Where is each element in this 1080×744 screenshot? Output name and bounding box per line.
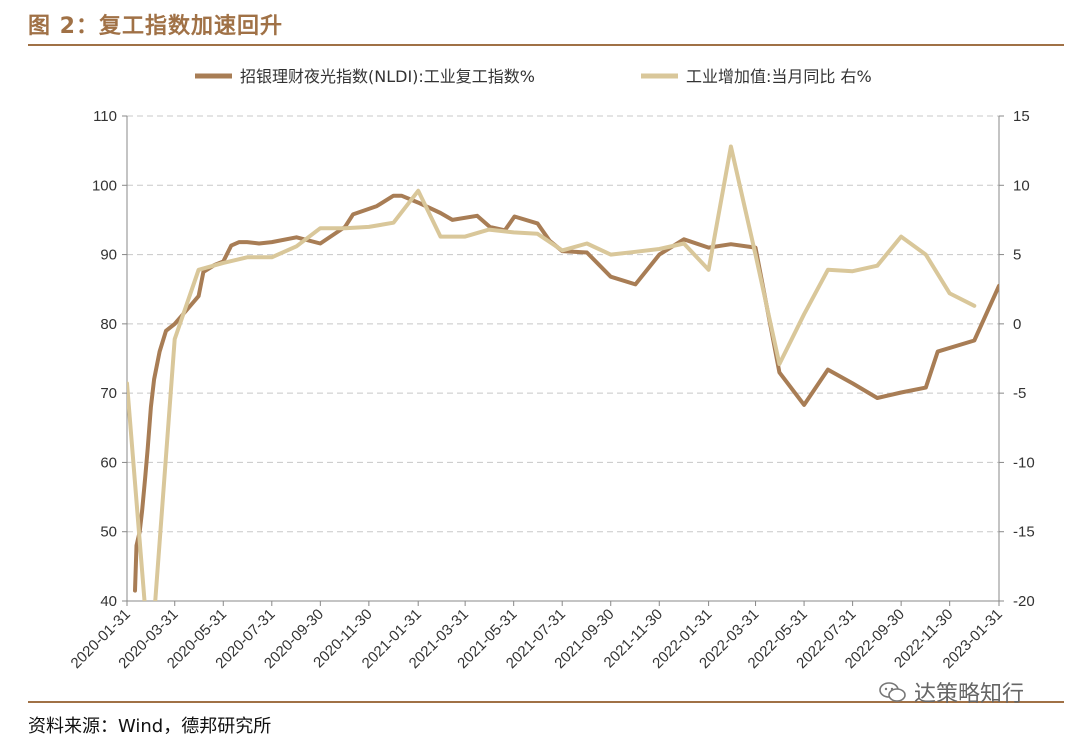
y-axis-right-labels: 15 10 5 0 -5 -10 -15 -20 <box>1013 108 1035 610</box>
y-axis-left-labels: 110 100 90 80 70 60 50 40 <box>92 108 117 610</box>
legend-label-nldi: 招银理财夜光指数(NLDI):工业复工指数% <box>240 67 535 86</box>
top-rule <box>28 44 1064 46</box>
y-right-tick-label: 5 <box>1013 247 1021 264</box>
y-left-tick-label: 100 <box>92 177 117 194</box>
wechat-icon <box>879 682 906 702</box>
x-axis-labels: 2020-01-312020-03-312020-05-312020-07-31… <box>68 606 1006 672</box>
figure-title: 图 2：复工指数加速回升 <box>28 14 283 39</box>
grid-lines <box>127 115 999 533</box>
y-right-tick-label: 10 <box>1013 177 1030 194</box>
y-left-tick-label: 60 <box>100 454 117 471</box>
source-note: 资料来源：Wind，德邦研究所 <box>28 716 272 737</box>
watermark-text: 达策略知行 <box>914 682 1025 707</box>
y-right-tick-label: -15 <box>1013 524 1035 541</box>
y-right-tick-label: 0 <box>1013 316 1021 333</box>
axes <box>122 115 1004 606</box>
watermark: 达策略知行 <box>878 676 1024 708</box>
bottom-rule <box>28 701 1064 703</box>
legend-label-iva: 工业增加值:当月同比 右% <box>686 67 872 86</box>
y-right-tick-label: -10 <box>1013 454 1035 471</box>
series-line-industrial-value-added <box>127 144 977 601</box>
y-right-tick-label: 15 <box>1013 108 1030 125</box>
y-left-tick-label: 80 <box>100 316 117 333</box>
y-left-tick-label: 70 <box>100 385 117 402</box>
y-left-tick-label: 40 <box>100 593 117 610</box>
y-left-tick-label: 50 <box>100 524 117 541</box>
legend: 招银理财夜光指数(NLDI):工业复工指数% 工业增加值:当月同比 右% <box>195 67 872 86</box>
series-lines <box>127 144 999 601</box>
y-right-tick-label: -5 <box>1013 385 1026 402</box>
y-left-tick-label: 90 <box>100 247 117 264</box>
y-right-tick-label: -20 <box>1013 593 1035 610</box>
y-left-tick-label: 110 <box>93 108 117 125</box>
